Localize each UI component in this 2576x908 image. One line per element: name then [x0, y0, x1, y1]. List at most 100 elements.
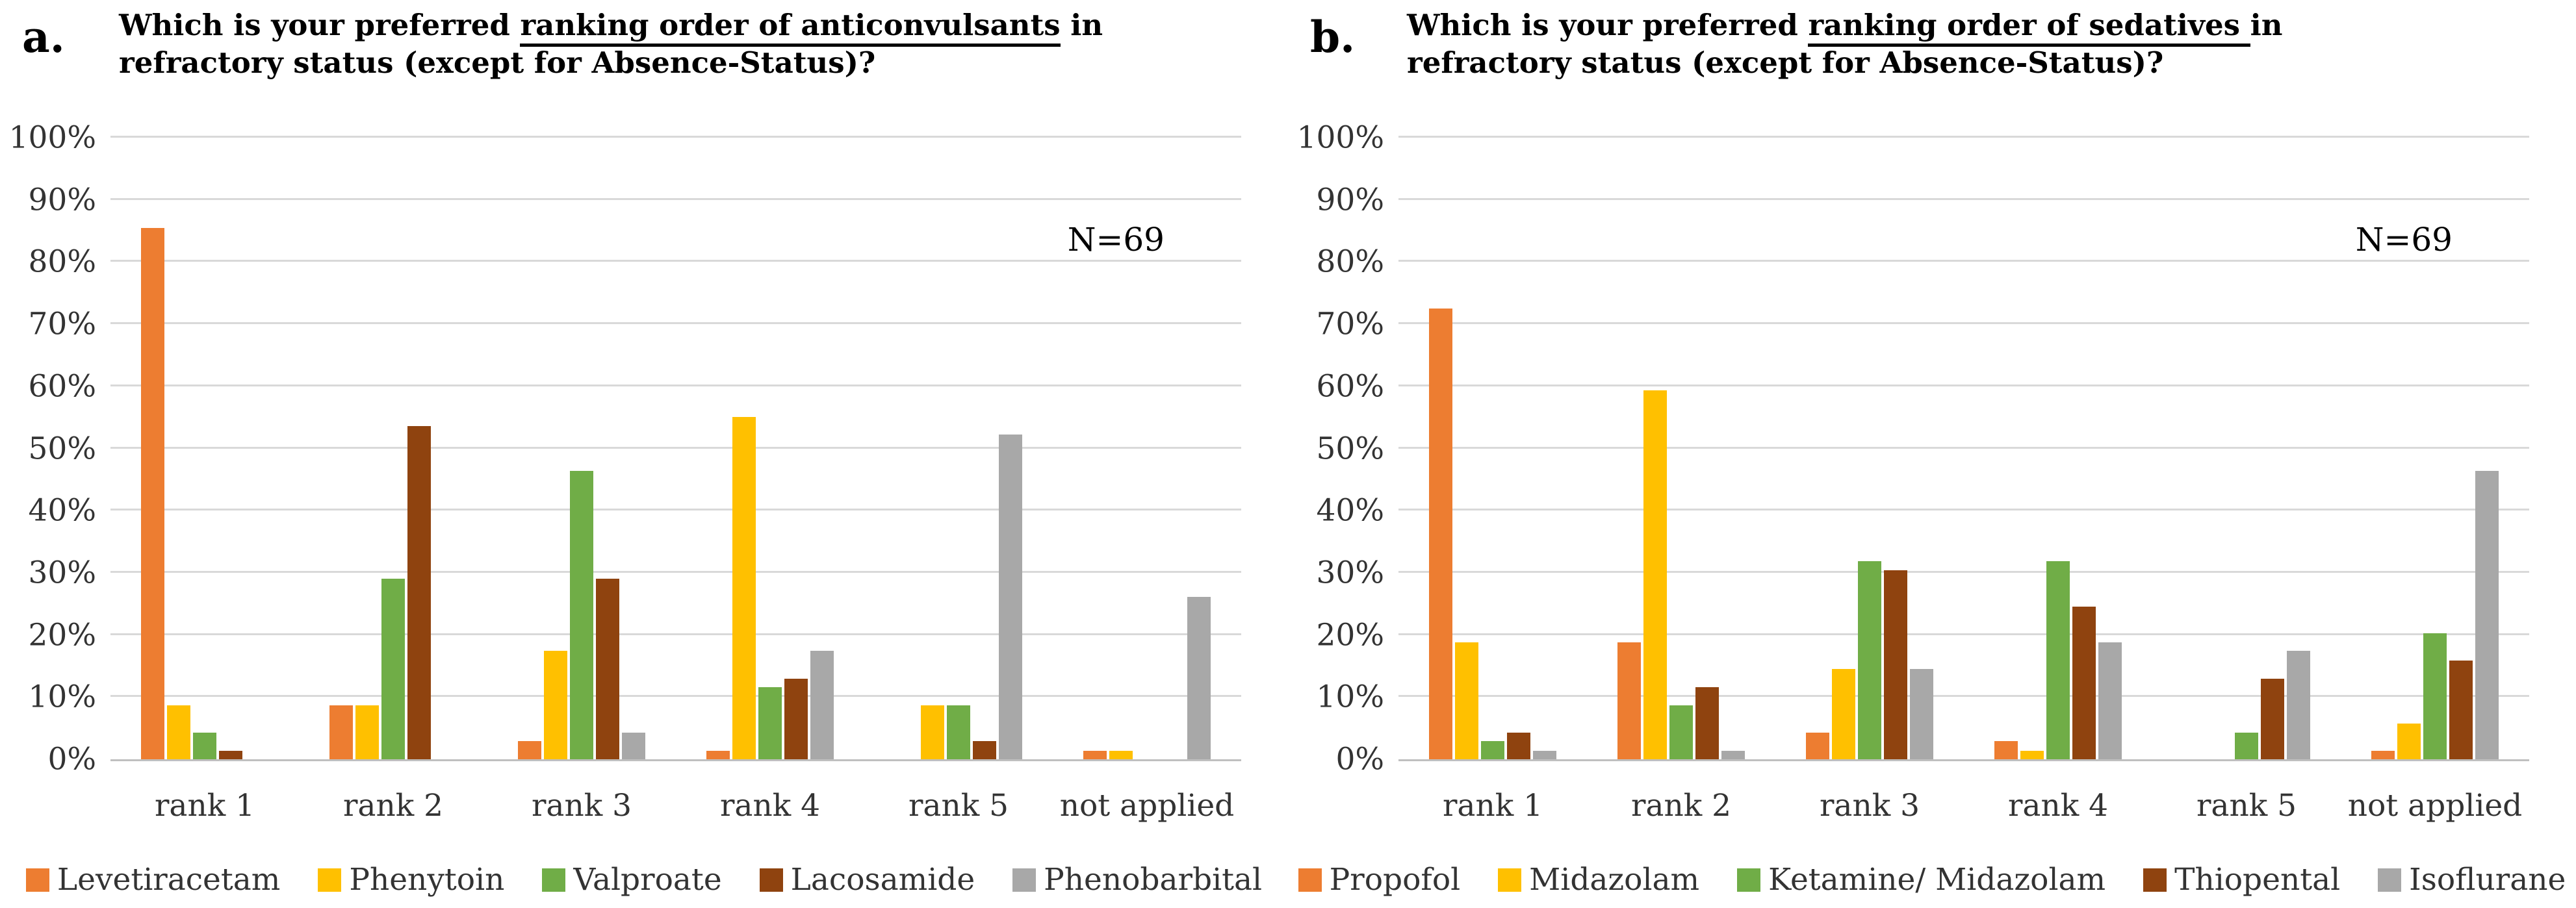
y-tick-label: 60% [1316, 368, 1384, 405]
x-tick-label: rank 3 [531, 788, 632, 824]
title-text-suffix: in [1060, 8, 1103, 42]
gridline [1398, 197, 2529, 200]
bar-phenobarbital [998, 435, 1022, 759]
legend-item-thiopental: Thiopental [2143, 862, 2340, 898]
y-tick-label: 10% [1316, 679, 1384, 715]
bar-phenytoin [1109, 750, 1133, 759]
legend-swatch [1737, 868, 1761, 892]
bar-levetiracetam [706, 750, 730, 759]
bar-isoflurane [2286, 651, 2310, 759]
legend-item-ketamine-midazolam: Ketamine/ Midazolam [1737, 862, 2106, 898]
y-axis-labels: 0% 10% 20% 30% 40% 50% 60% 70% 80% 90% 100% [1288, 123, 1384, 775]
gridline [110, 633, 1241, 635]
bar-isoflurane [2098, 642, 2122, 759]
legend-item-midazolam: Midazolam [1498, 862, 1699, 898]
sample-size-label: N=69 [2355, 221, 2453, 259]
x-tick-label: rank 3 [1819, 788, 1920, 824]
legend-item-levetiracetam: Levetiracetam [25, 862, 281, 898]
bar-valproate [381, 579, 405, 759]
bar-lacosamide [218, 750, 242, 759]
legend-label: Levetiracetam [57, 862, 281, 898]
gridline [1398, 136, 2529, 138]
y-tick-label: 20% [1316, 617, 1384, 653]
legend-label: Propofol [1329, 862, 1461, 898]
bar-ketamine-midazolam [1480, 741, 1504, 759]
x-axis-labels: rank 1 rank 2 rank 3 rank 4 rank 5 not applie… [110, 788, 1241, 824]
legend-item-valproate: Valproate [542, 862, 722, 898]
chart-panel-b: b. Which is your preferred ranking order… [1288, 0, 2576, 908]
bar-midazolam [1831, 669, 1855, 759]
bar-phenytoin [166, 705, 190, 759]
bar-ketamine-midazolam [1669, 705, 1693, 759]
bar-propofol [2371, 750, 2395, 759]
y-tick-label: 0% [47, 741, 96, 777]
gridline [110, 446, 1241, 449]
y-tick-label: 0% [1335, 741, 1384, 777]
title-underlined-text: ranking order of anticonvulsants [520, 8, 1061, 47]
y-tick-label: 50% [1316, 431, 1384, 466]
sample-size-label: N=69 [1067, 221, 1165, 259]
bar-levetiracetam [140, 227, 164, 759]
category-cluster-rank-4 [1964, 138, 2152, 759]
title-text-suffix: in [2250, 8, 2283, 42]
gridline [1398, 633, 2529, 635]
gridline [1398, 260, 2529, 262]
bar-thiopental [1506, 732, 1530, 759]
gridline [110, 509, 1241, 511]
category-cluster-rank-2 [1587, 138, 1775, 759]
category-cluster-rank-3 [1775, 138, 1964, 759]
y-tick-label: 80% [28, 244, 96, 280]
gridline [110, 322, 1241, 325]
y-tick-label: 10% [28, 679, 96, 715]
legend-swatch [318, 868, 342, 892]
panel-letter: b. [1310, 12, 1356, 62]
bar-thiopental [1695, 687, 1719, 759]
x-tick-label: rank 1 [154, 788, 255, 824]
bar-phenytoin [732, 416, 756, 759]
gridline [1398, 695, 2529, 698]
x-tick-label: rank 5 [908, 788, 1009, 824]
bar-ketamine-midazolam [2046, 561, 2070, 759]
legend-swatch [2143, 868, 2167, 892]
bar-phenobarbital [810, 651, 834, 759]
legend-label: Ketamine/ Midazolam [1768, 862, 2106, 898]
bar-isoflurane [2475, 470, 2499, 759]
title-line-1: Which is your preferred ranking order of… [1407, 6, 2473, 47]
plot-area: N=69 [110, 136, 1241, 761]
chart-panel-a: a. Which is your preferred ranking order… [9, 6, 1262, 898]
x-tick-label: rank 4 [719, 788, 821, 824]
legend-item-lacosamide: Lacosamide [759, 862, 975, 898]
bar-phenobarbital [1187, 597, 1211, 759]
x-tick-label: not applied [1059, 788, 1235, 824]
gridline [1398, 570, 2529, 573]
gridline [110, 260, 1241, 262]
bar-levetiracetam [329, 705, 353, 759]
plot-area: N=69 [1398, 136, 2529, 761]
y-tick-label: 100% [1296, 120, 1384, 156]
gridline [110, 136, 1241, 138]
title-underlined-text: ranking order of sedatives [1808, 8, 2250, 47]
bar-levetiracetam [517, 741, 541, 759]
gridline [1398, 384, 2529, 386]
legend-item-propofol: Propofol [1298, 862, 1461, 898]
legend-label: Valproate [573, 862, 722, 898]
legend-label: Thiopental [2174, 862, 2341, 898]
gridline [1398, 322, 2529, 325]
bar-propofol [1994, 741, 2018, 759]
title-line-1: Which is your preferred ranking order of… [119, 6, 1185, 47]
gridline [110, 384, 1241, 386]
y-tick-label: 90% [28, 182, 96, 218]
chart-title: Which is your preferred ranking order of… [1407, 6, 2473, 82]
legend-label: Isoflurane [2409, 862, 2566, 898]
bar-lacosamide [972, 741, 996, 759]
bar-isoflurane [1721, 750, 1745, 759]
category-cluster-rank-5 [2152, 138, 2341, 759]
x-tick-label: rank 5 [2196, 788, 2297, 824]
x-tick-label: rank 4 [2007, 788, 2109, 824]
title-line-2: refractory status (except for Absence-St… [1407, 45, 2164, 80]
bar-thiopental [1883, 570, 1907, 759]
category-cluster-rank-2 [299, 138, 487, 759]
gridline [110, 197, 1241, 200]
bar-propofol [1805, 732, 1829, 759]
bar-propofol [1617, 642, 1641, 759]
